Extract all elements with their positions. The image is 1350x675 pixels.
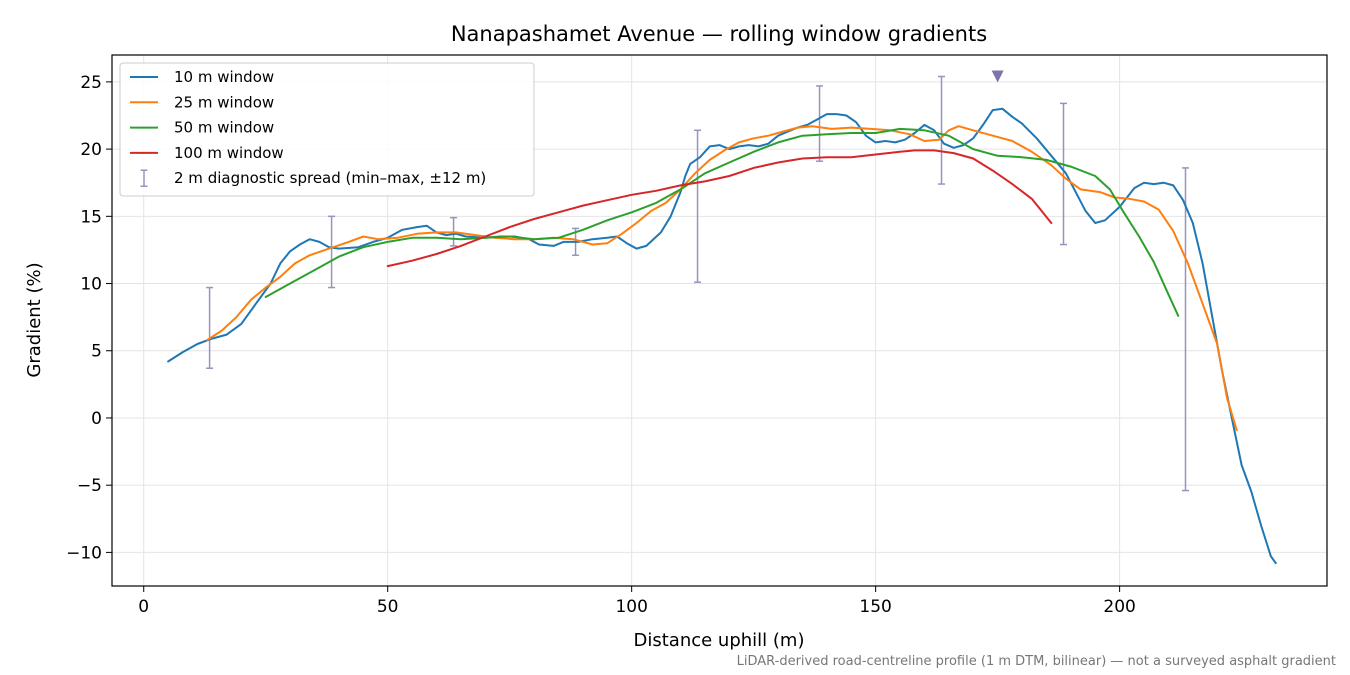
series-line-4 — [386, 149, 1053, 268]
peak-marker-group — [991, 70, 1004, 83]
y-tick-label: −5 — [77, 476, 102, 496]
legend-label: 50 m window — [174, 119, 274, 137]
legend-label: 10 m window — [174, 68, 274, 86]
y-tick-label: 10 — [80, 275, 102, 295]
series-lines — [167, 107, 1277, 565]
spread-bar — [694, 129, 702, 283]
plot-area — [167, 70, 1277, 565]
legend: 10 m window 25 m window 50 m window 100 m w… — [119, 62, 535, 197]
plot-frame — [111, 54, 1328, 587]
spread-bar — [206, 286, 214, 369]
diagnostic-spread-bars — [206, 75, 1189, 492]
grid — [112, 55, 1327, 586]
footnote: LiDAR-derived road-centreline profile (1… — [737, 654, 1336, 669]
y-tick-label: 20 — [80, 140, 102, 160]
peak-marker — [991, 70, 1004, 83]
y-tick-label: 5 — [91, 342, 102, 362]
legend-swatch-errorbar — [140, 169, 148, 187]
spread-bar — [938, 75, 946, 185]
x-tick-label: 50 — [377, 597, 399, 617]
series-line-2 — [206, 125, 1238, 432]
y-axis-title: Gradient (%) — [24, 262, 45, 377]
series-line-3 — [264, 127, 1180, 317]
legend-label: 2 m diagnostic spread (min–max, ±12 m) — [174, 169, 486, 187]
chart-title: Nanapashamet Avenue — rolling window gra… — [451, 22, 987, 46]
x-axis-title: Distance uphill (m) — [634, 630, 805, 651]
y-tick-label: 25 — [80, 73, 102, 93]
y-tick-label: 15 — [80, 207, 102, 227]
y-tick-label: 0 — [91, 409, 102, 429]
x-tick-label: 150 — [859, 597, 891, 617]
x-axis-ticks: 0 50 100 150 200 — [138, 586, 1136, 617]
spread-bar — [1181, 167, 1189, 492]
spread-bar — [1060, 102, 1068, 246]
spread-bar — [816, 85, 824, 162]
x-tick-label: 200 — [1103, 597, 1135, 617]
legend-label: 100 m window — [174, 144, 284, 162]
legend-label: 25 m window — [174, 93, 274, 111]
y-axis-ticks: −10 −5 0 5 10 15 20 25 — [66, 73, 112, 563]
spread-bar — [328, 215, 336, 289]
x-tick-label: 100 — [615, 597, 647, 617]
x-tick-label: 0 — [138, 597, 149, 617]
legend-box — [119, 62, 535, 197]
y-tick-label: −10 — [66, 543, 102, 563]
